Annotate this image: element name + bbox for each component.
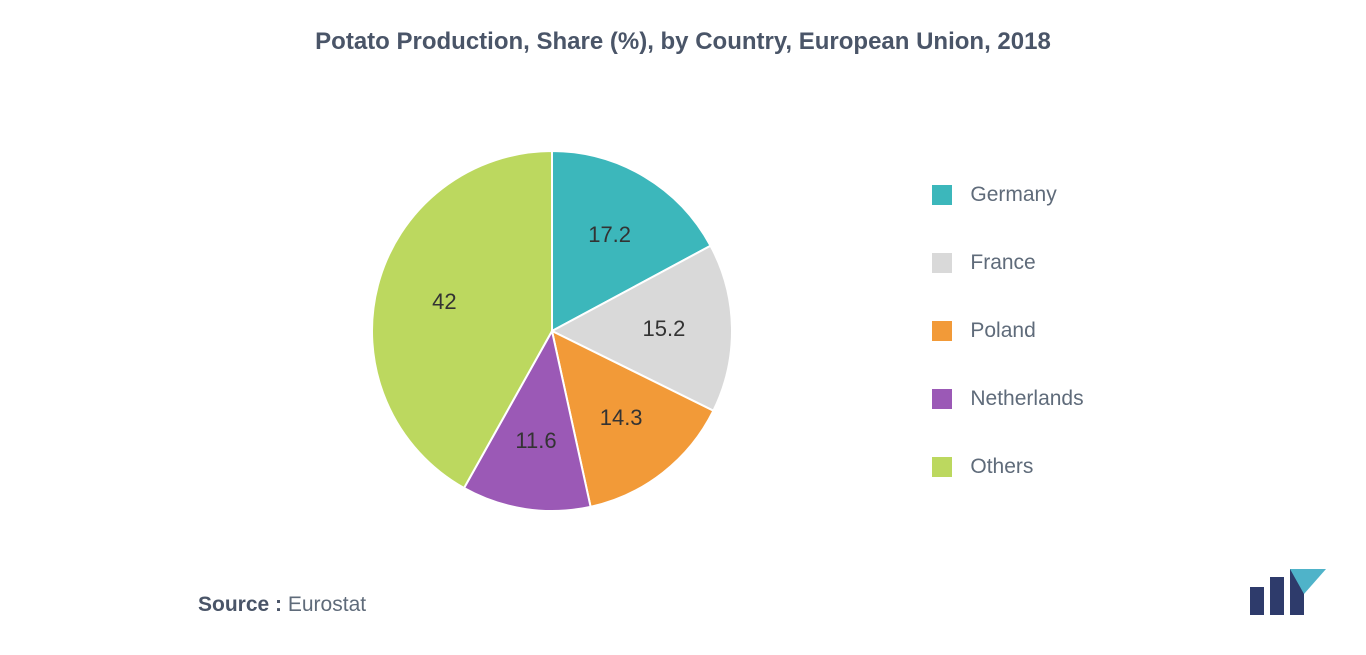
slice-label-france: 15.2 xyxy=(643,316,686,342)
slice-label-netherlands: 11.6 xyxy=(515,428,556,454)
legend-label: Netherlands xyxy=(970,387,1083,411)
source-name: Eurostat xyxy=(288,593,366,616)
legend-label: Poland xyxy=(970,319,1035,343)
legend-label: Germany xyxy=(970,183,1056,207)
chart-main: 17.2 15.2 14.3 11.6 42 Germany France Poland Ne… xyxy=(0,68,1366,593)
slice-label-others: 42 xyxy=(432,289,456,315)
legend-label: France xyxy=(970,251,1035,275)
legend-swatch xyxy=(932,321,952,341)
legend-item-poland: Poland xyxy=(932,319,1083,343)
chart-container: Potato Production, Share (%), by Country… xyxy=(0,0,1366,655)
brand-logo xyxy=(1246,569,1326,615)
legend-item-france: France xyxy=(932,251,1083,275)
legend-swatch xyxy=(932,389,952,409)
legend-item-germany: Germany xyxy=(932,183,1083,207)
source-line: Source : Eurostat xyxy=(0,593,1366,655)
slice-label-poland: 14.3 xyxy=(600,405,643,431)
legend-item-netherlands: Netherlands xyxy=(932,387,1083,411)
legend-swatch xyxy=(932,253,952,273)
pie-chart: 17.2 15.2 14.3 11.6 42 xyxy=(282,121,822,541)
source-prefix: Source : xyxy=(198,593,282,616)
chart-title: Potato Production, Share (%), by Country… xyxy=(0,0,1366,68)
legend: Germany France Poland Netherlands Others xyxy=(932,183,1083,479)
legend-item-others: Others xyxy=(932,455,1083,479)
slice-label-germany: 17.2 xyxy=(588,222,631,248)
legend-swatch xyxy=(932,185,952,205)
pie-svg xyxy=(342,121,762,541)
legend-swatch xyxy=(932,457,952,477)
legend-label: Others xyxy=(970,455,1033,479)
